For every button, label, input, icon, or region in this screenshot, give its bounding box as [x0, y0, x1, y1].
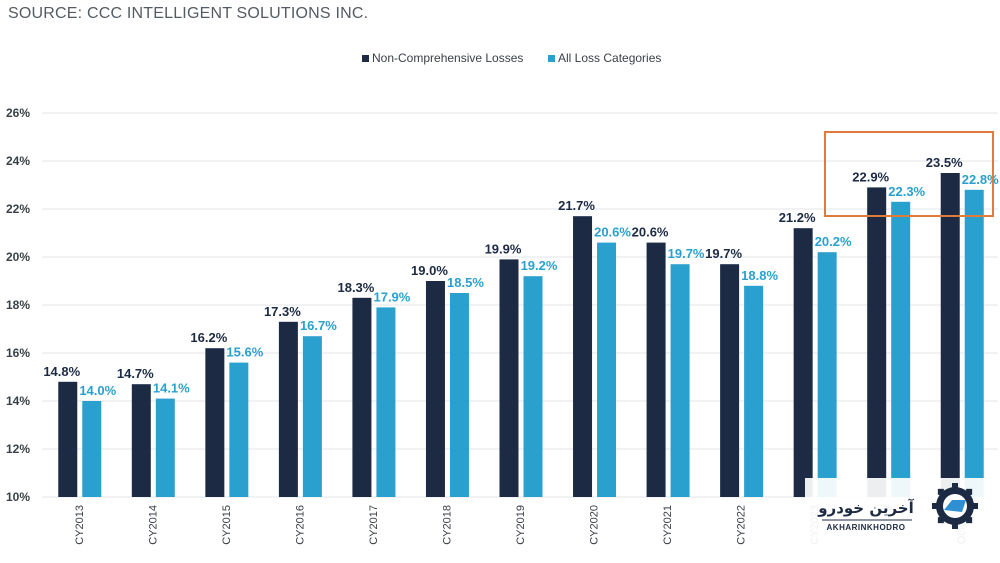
bar-all-loss: [82, 401, 102, 497]
bar-all-loss: [302, 336, 322, 497]
gear-tooth: [966, 488, 973, 495]
bar-all-loss: [523, 276, 543, 497]
bar-all-loss: [376, 307, 396, 497]
bar-non-comprehensive: [278, 321, 298, 497]
data-label-non-comprehensive: 19.9%: [485, 241, 522, 256]
y-tick-label: 18%: [6, 298, 30, 312]
x-category-label: CY2018: [441, 505, 453, 545]
gear-tooth: [932, 503, 938, 509]
x-category-label: CY2019: [515, 505, 527, 545]
data-label-all-loss: 20.2%: [815, 234, 852, 249]
data-label-non-comprehensive: 19.7%: [705, 246, 742, 261]
bar-all-loss: [449, 293, 469, 497]
data-labels: 14.8% 14.0%14.7%14.1% 16.2%15.6% 17.3%16.7%…: [43, 155, 999, 398]
legend-swatch: [548, 55, 555, 62]
y-tick-label: 16%: [6, 346, 30, 360]
data-label-non-comprehensive: 16.2%: [190, 330, 227, 345]
bar-non-comprehensive: [352, 297, 372, 497]
data-label-all-loss: 22.8%: [962, 172, 999, 187]
bar-non-comprehensive: [425, 281, 445, 497]
y-tick-label: 26%: [6, 106, 30, 120]
data-label-non-comprehensive: 17.3%: [264, 304, 301, 319]
x-category-label: CY2022: [736, 505, 748, 545]
bar-non-comprehensive: [131, 384, 151, 497]
grid-lines: [42, 112, 998, 498]
data-label-all-loss: 15.6%: [226, 345, 263, 360]
bar-non-comprehensive: [940, 173, 960, 497]
data-label-all-loss: 14.1%: [153, 381, 190, 396]
legend: Non-Comprehensive Losses All Loss Categor…: [362, 51, 661, 65]
gear-tooth: [952, 483, 958, 489]
watermark-text-en: AKHARINKHODRO: [827, 523, 906, 532]
data-label-all-loss: 19.2%: [521, 258, 558, 273]
x-category-label: CY2015: [221, 505, 233, 545]
y-tick-label: 14%: [6, 394, 30, 408]
bar-non-comprehensive: [573, 216, 593, 497]
bar-non-comprehensive: [793, 228, 813, 497]
gear-tooth: [937, 517, 944, 524]
x-category-label: CY2017: [368, 505, 380, 545]
data-label-all-loss: 19.7%: [668, 246, 705, 261]
highlight-box: [824, 131, 994, 217]
data-label-all-loss: 20.6%: [594, 225, 631, 240]
bar-non-comprehensive: [720, 264, 740, 497]
bar-non-comprehensive: [867, 187, 887, 497]
x-category-label: CY2020: [589, 505, 601, 545]
data-label-all-loss: 22.3%: [888, 184, 925, 199]
data-label-non-comprehensive: 18.3%: [337, 280, 374, 295]
data-label-non-comprehensive: 19.0%: [411, 263, 448, 278]
bar-all-loss: [229, 362, 249, 497]
data-label-non-comprehensive: 23.5%: [926, 155, 963, 170]
gear-tooth: [972, 503, 978, 509]
y-tick-label: 22%: [6, 202, 30, 216]
data-label-all-loss: 17.9%: [373, 289, 410, 304]
bar-non-comprehensive: [205, 348, 225, 497]
data-label-all-loss: 16.7%: [300, 318, 337, 333]
bar-non-comprehensive: [58, 381, 78, 497]
gear-tooth: [952, 523, 958, 529]
bar-all-loss: [817, 252, 837, 497]
gear-tooth: [937, 488, 944, 495]
x-category-label: CY2021: [662, 505, 674, 545]
legend-swatch: [362, 55, 369, 62]
data-label-non-comprehensive: 22.9%: [852, 169, 889, 184]
y-tick-label: 24%: [6, 154, 30, 168]
watermark-logo: آخرین خودرو AKHARINKHODRO: [805, 478, 1000, 563]
data-label-non-comprehensive: 20.6%: [632, 225, 669, 240]
y-tick-label: 12%: [6, 442, 30, 456]
bar-non-comprehensive: [499, 259, 519, 497]
watermark-text-fa: آخرین خودرو: [817, 499, 914, 517]
bar-all-loss: [744, 285, 764, 497]
y-tick-label: 10%: [6, 490, 30, 504]
y-axis-ticks: 10% 12% 14% 16% 18% 20% 22% 24% 26%: [6, 106, 30, 504]
legend-label: Non-Comprehensive Losses: [372, 51, 523, 65]
highlight-box-group: [824, 131, 994, 217]
legend-label: All Loss Categories: [558, 51, 661, 65]
source-text: SOURCE: CCC INTELLIGENT SOLUTIONS INC.: [8, 5, 369, 22]
bar-all-loss: [670, 264, 690, 497]
x-category-label: CY2014: [147, 505, 159, 545]
data-label-non-comprehensive: 21.7%: [558, 198, 595, 213]
data-label-all-loss: 18.8%: [741, 268, 778, 283]
car-icon: [944, 500, 966, 512]
data-label-all-loss: 14.0%: [79, 383, 116, 398]
gear-tooth: [966, 517, 973, 524]
x-category-label: CY2013: [74, 505, 86, 545]
data-label-non-comprehensive: 14.8%: [43, 364, 80, 379]
y-tick-label: 20%: [6, 250, 30, 264]
bar-all-loss: [964, 189, 984, 498]
bar-non-comprehensive: [646, 242, 666, 497]
bar-all-loss: [155, 398, 175, 497]
bar-all-loss: [891, 201, 911, 498]
data-label-non-comprehensive: 21.2%: [779, 210, 816, 225]
x-category-label: CY2016: [294, 505, 306, 545]
data-label-all-loss: 18.5%: [447, 275, 484, 290]
data-label-non-comprehensive: 14.7%: [117, 366, 154, 381]
bars: [58, 173, 984, 498]
bar-all-loss: [597, 242, 617, 497]
